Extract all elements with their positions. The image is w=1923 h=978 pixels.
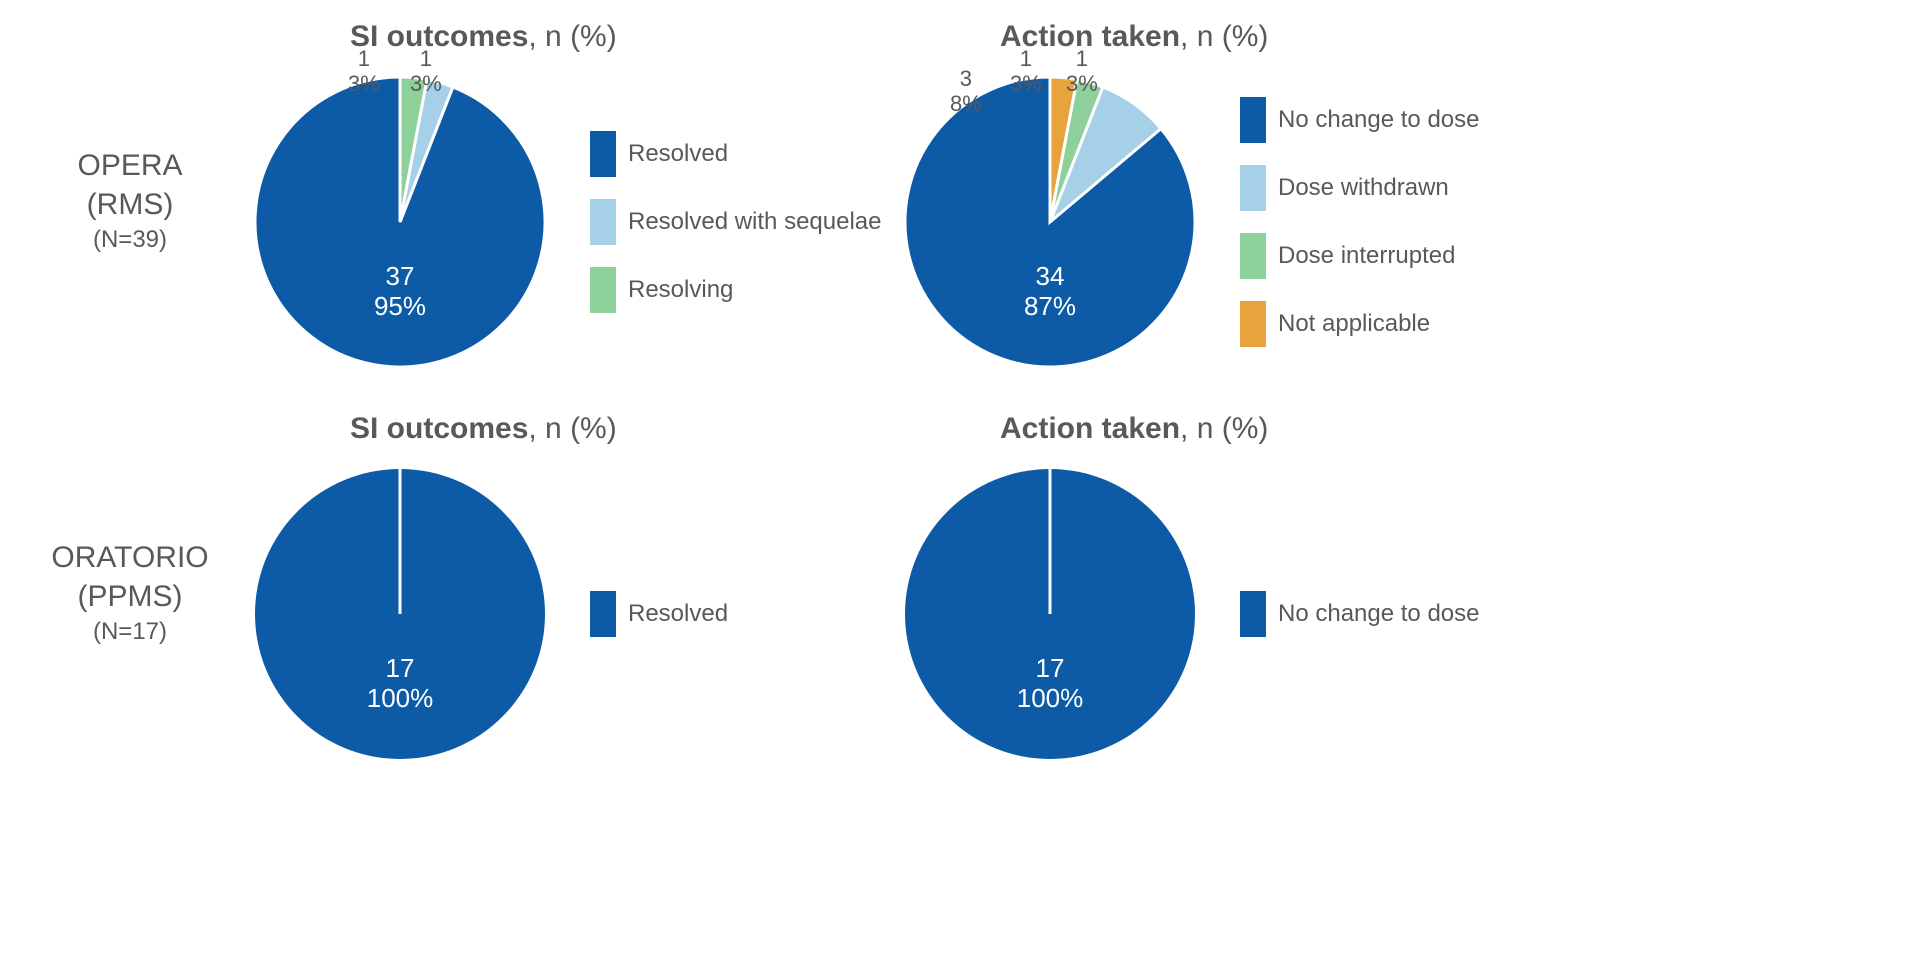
- pie-outer-label: 38%: [950, 66, 982, 117]
- pie-chart: 3487%38%13%13%: [890, 62, 1210, 382]
- legend-item: Not applicable: [1240, 301, 1479, 347]
- legend-item: Dose withdrawn: [1240, 165, 1479, 211]
- legend-label: Not applicable: [1278, 310, 1430, 338]
- legend-swatch: [1240, 301, 1266, 347]
- legend-label: Resolving: [628, 276, 733, 304]
- pie-outer-label: 13%: [410, 46, 442, 97]
- legend-label: Resolved with sequelae: [628, 208, 882, 236]
- legend-swatch: [590, 131, 616, 177]
- chart-title: Action taken, n (%): [1000, 412, 1268, 446]
- legend: No change to dose: [1240, 591, 1479, 637]
- chart-title: SI outcomes, n (%): [350, 412, 617, 446]
- pie-outer-label: 13%: [1010, 46, 1042, 97]
- pie-main-label: 3795%: [360, 262, 440, 322]
- chart-cell-opera-si-outcomes: SI outcomes, n (%)3795%13%13%ResolvedRes…: [240, 20, 890, 382]
- pie-chart: 3795%13%13%: [240, 62, 560, 382]
- legend-item: Resolved with sequelae: [590, 199, 882, 245]
- chart-title: SI outcomes, n (%): [350, 20, 617, 54]
- pie-main-label: 3487%: [1010, 262, 1090, 322]
- legend-item: No change to dose: [1240, 97, 1479, 143]
- legend-item: Dose interrupted: [1240, 233, 1479, 279]
- legend-label: No change to dose: [1278, 106, 1479, 134]
- row-label-line1: OPERA: [20, 146, 240, 185]
- chart-cell-oratorio-action-taken: Action taken, n (%) 17100% No change to do…: [890, 412, 1540, 774]
- row-label-line1: ORATORIO: [20, 538, 240, 577]
- row-label-line2: (RMS): [20, 185, 240, 224]
- pie-chart: 17100%: [240, 454, 560, 774]
- pie-chart: 17100%: [890, 454, 1210, 774]
- legend-swatch: [1240, 97, 1266, 143]
- legend-label: Dose withdrawn: [1278, 174, 1449, 202]
- row-label-line2: (PPMS): [20, 577, 240, 616]
- legend-swatch: [590, 199, 616, 245]
- row-label-line3: (N=39): [20, 224, 240, 255]
- row-label-oratorio: ORATORIO(PPMS)(N=17): [20, 538, 240, 647]
- legend-item: Resolved: [590, 591, 728, 637]
- legend-item: Resolving: [590, 267, 882, 313]
- chart-cell-oratorio-si-outcomes: SI outcomes, n (%) 17100% Resolved: [240, 412, 890, 774]
- legend-item: Resolved: [590, 131, 882, 177]
- legend-item: No change to dose: [1240, 591, 1479, 637]
- chart-cell-opera-action-taken: Action taken, n (%)3487%38%13%13%No chan…: [890, 20, 1540, 382]
- legend-swatch: [590, 591, 616, 637]
- legend: Resolved Resolved with sequelae Resolving: [590, 131, 882, 313]
- legend-swatch: [1240, 591, 1266, 637]
- legend-swatch: [1240, 233, 1266, 279]
- legend-label: Dose interrupted: [1278, 242, 1455, 270]
- legend-swatch: [590, 267, 616, 313]
- pie-main-label: 17100%: [1010, 654, 1090, 714]
- legend-swatch: [1240, 165, 1266, 211]
- legend: Resolved: [590, 591, 728, 637]
- legend-label: Resolved: [628, 140, 728, 168]
- legend: No change to dose Dose withdrawn Dose inte…: [1240, 97, 1479, 347]
- pie-main-label: 17100%: [360, 654, 440, 714]
- row-label-line3: (N=17): [20, 616, 240, 647]
- legend-label: No change to dose: [1278, 600, 1479, 628]
- pie-outer-label: 13%: [348, 46, 380, 97]
- row-label-opera: OPERA(RMS)(N=39): [20, 146, 240, 255]
- legend-label: Resolved: [628, 600, 728, 628]
- pie-outer-label: 13%: [1066, 46, 1098, 97]
